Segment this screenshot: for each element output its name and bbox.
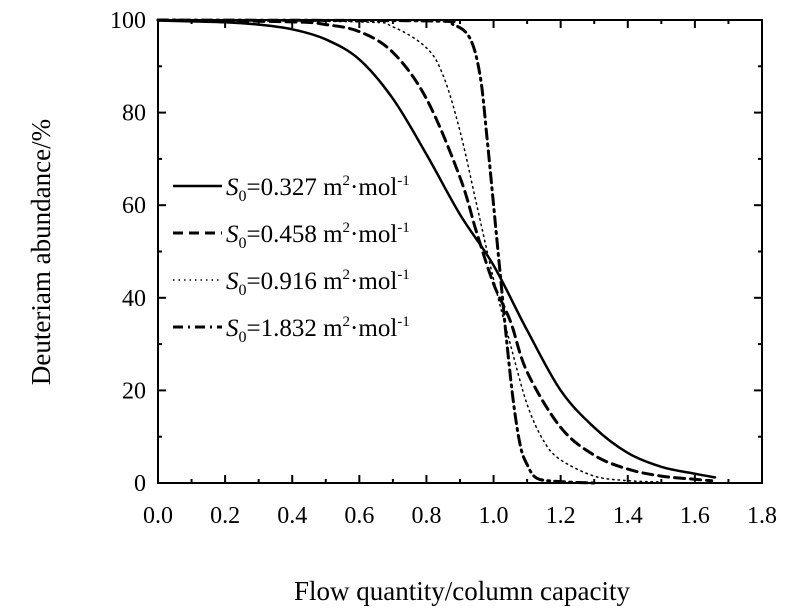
x-tick-label: 1.2: [546, 503, 576, 529]
legend-label-part: ·mol: [350, 174, 397, 201]
legend-label-part: =1.832 m: [247, 315, 344, 342]
legend-label-part: 2: [343, 173, 351, 189]
legend-label-part: =0.327 m: [247, 174, 344, 201]
x-tick-label: 1.8: [747, 503, 777, 529]
y-tick-label: 20: [122, 378, 146, 404]
legend-entry-1: S0=0.327 m2·mol-1: [226, 173, 410, 205]
legend-label-part: 0: [239, 329, 247, 346]
y-tick-label: 0: [134, 471, 146, 497]
x-tick-label: 0.4: [277, 503, 307, 529]
legend-label-part: 0: [239, 188, 247, 205]
legend-entry-2: S0=0.458 m2·mol-1: [226, 220, 410, 252]
legend-label-part: -1: [397, 267, 410, 283]
x-axis-title: Flow quantity/column capacity: [294, 576, 630, 606]
series-line-3: [157, 19, 663, 483]
legend-label-part: 2: [343, 314, 351, 330]
y-tick-label: 80: [122, 101, 146, 127]
series-line-4: [156, 18, 596, 485]
x-tick-label: 1.4: [613, 503, 643, 529]
legend-label-part: ·mol: [350, 221, 397, 248]
y-tick-labels: 0 20 40 60 80 100: [110, 8, 146, 497]
legend-label-part: =0.916 m: [247, 268, 344, 295]
y-tick-label: 40: [122, 286, 146, 312]
legend-entry-4: S0=1.832 m2·mol-1: [226, 314, 410, 346]
x-tick-label: 0.2: [210, 503, 240, 529]
y-tick-label: 60: [122, 193, 146, 219]
legend-label-part: S: [226, 221, 239, 248]
legend-label-part: -1: [397, 173, 410, 189]
legend-entry-3: S0=0.916 m2·mol-1: [226, 267, 410, 299]
x-tick-label: 0.6: [344, 503, 374, 529]
legend-label-part: ·mol: [350, 268, 397, 295]
series-lines: [156, 18, 717, 485]
x-tick-label: 1.0: [479, 503, 509, 529]
y-axis-title: Deuteriam abundance/%: [26, 119, 56, 385]
series-line-2: [156, 18, 714, 483]
x-tick-label: 0.8: [411, 503, 441, 529]
legend-label-part: ·mol: [350, 315, 397, 342]
series-line-1: [156, 19, 717, 479]
x-tick-label: 0.0: [143, 503, 173, 529]
legend-label-part: 0: [239, 282, 247, 299]
legend-label-part: 0: [239, 235, 247, 252]
legend-label-part: =0.458 m: [247, 221, 344, 248]
x-tick-labels: 0.0 0.2 0.4 0.6 0.8 1.0 1.2 1.4 1.6 1.8: [143, 503, 777, 529]
legend-label-part: S: [226, 174, 239, 201]
legend-label-part: 2: [343, 220, 351, 236]
legend-label-part: -1: [397, 314, 410, 330]
plot-frame: [157, 19, 763, 484]
legend-label-part: -1: [397, 220, 410, 236]
legend: S0=0.327 m2·mol-1S0=0.458 m2·mol-1S0=0.9…: [173, 173, 410, 346]
x-tick-label: 1.6: [680, 503, 710, 529]
y-tick-label: 100: [110, 8, 146, 34]
legend-label-part: S: [226, 268, 239, 295]
legend-label-part: 2: [343, 267, 351, 283]
axis-ticks: [157, 19, 763, 484]
legend-label-part: S: [226, 315, 239, 342]
